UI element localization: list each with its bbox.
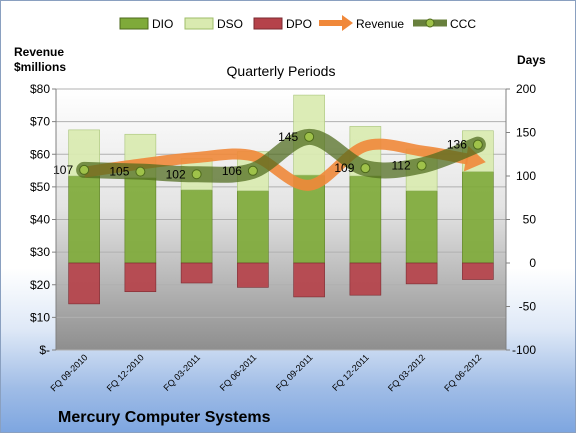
y-left-tick-label: $50 <box>30 180 50 194</box>
ccc-point <box>361 164 370 173</box>
legend-swatch-ccc <box>413 19 447 27</box>
legend-swatch-dso <box>185 18 213 29</box>
legend-label-dpo: DPO <box>286 17 312 31</box>
ccc-point <box>473 140 482 149</box>
legend: DIO DSO DPO Revenue CCC <box>120 15 476 31</box>
bar-dpo <box>181 263 212 283</box>
y-left-tick-label: $20 <box>30 278 50 292</box>
legend-swatch-dio <box>120 18 148 29</box>
legend-label-revenue: Revenue <box>356 17 404 31</box>
bar-dio <box>462 172 493 263</box>
bar-dio <box>69 176 100 263</box>
bar-dpo <box>350 263 381 295</box>
company-title: Mercury Computer Systems <box>58 409 271 426</box>
x-tick-label: FQ 12-2011 <box>330 352 371 393</box>
bar-dpo <box>237 263 268 287</box>
y-right-tick-label: 50 <box>523 213 537 227</box>
legend-label-dio: DIO <box>152 17 173 31</box>
legend-label-dso: DSO <box>217 17 243 31</box>
x-tick-label: FQ 09-2010 <box>49 352 90 393</box>
bar-dio <box>181 190 212 263</box>
y-left-tick-label: $40 <box>30 213 50 227</box>
y-left-tick-label: $80 <box>30 82 50 96</box>
x-tick-label: FQ 12-2010 <box>105 352 146 393</box>
x-tick-label: FQ 03-2012 <box>386 352 427 393</box>
bar-dio <box>237 191 268 263</box>
x-tick-label: FQ 06-2011 <box>218 352 259 393</box>
ccc-data-label: 105 <box>109 165 129 179</box>
bar-dpo <box>294 263 325 297</box>
y-left-tick-label: $10 <box>30 310 50 324</box>
bar-dpo <box>125 263 156 292</box>
bar-dio <box>350 176 381 263</box>
legend-label-ccc: CCC <box>450 17 476 31</box>
y-left-tick-label: $70 <box>30 115 50 129</box>
bar-dio <box>125 178 156 263</box>
bar-dpo <box>462 263 493 280</box>
y-right-label: Days <box>517 53 546 67</box>
bar-dpo <box>69 263 100 304</box>
x-tick-label: FQ 03-2011 <box>161 352 202 393</box>
y-left-tick-label: $- <box>39 343 50 357</box>
y-right-tick-label: 100 <box>516 169 536 183</box>
y-right-tick-label: 200 <box>516 82 536 96</box>
y-left-label-line1: Revenue <box>14 45 64 59</box>
ccc-point <box>417 161 426 170</box>
x-tick-label: FQ 06-2012 <box>442 352 483 393</box>
ccc-data-label: 145 <box>278 130 298 144</box>
y-right-tick-label: 0 <box>529 256 536 270</box>
y-left-tick-label: $30 <box>30 245 50 259</box>
ccc-point <box>136 167 145 176</box>
ccc-point <box>192 170 201 179</box>
legend-swatch-revenue <box>319 15 353 31</box>
ccc-data-label: 109 <box>334 161 354 175</box>
y-right-tick-label: -100 <box>512 343 536 357</box>
ccc-point <box>305 132 314 141</box>
y-left-label-line2: $millions <box>14 60 66 74</box>
bar-dio <box>406 191 437 263</box>
x-tick-label: FQ 09-2011 <box>274 352 315 393</box>
ccc-point <box>248 166 257 175</box>
bar-dpo <box>406 263 437 284</box>
ccc-data-label: 136 <box>447 138 467 152</box>
ccc-data-label: 102 <box>166 167 186 181</box>
ccc-point <box>80 165 89 174</box>
chart-title: Quarterly Periods <box>227 63 336 79</box>
ccc-data-label: 106 <box>222 164 242 178</box>
ccc-data-label: 112 <box>391 159 410 173</box>
legend-swatch-dpo <box>254 18 282 29</box>
y-right-tick-label: 150 <box>516 126 536 140</box>
y-right-tick-label: -50 <box>519 300 537 314</box>
y-left-tick-label: $60 <box>30 147 50 161</box>
